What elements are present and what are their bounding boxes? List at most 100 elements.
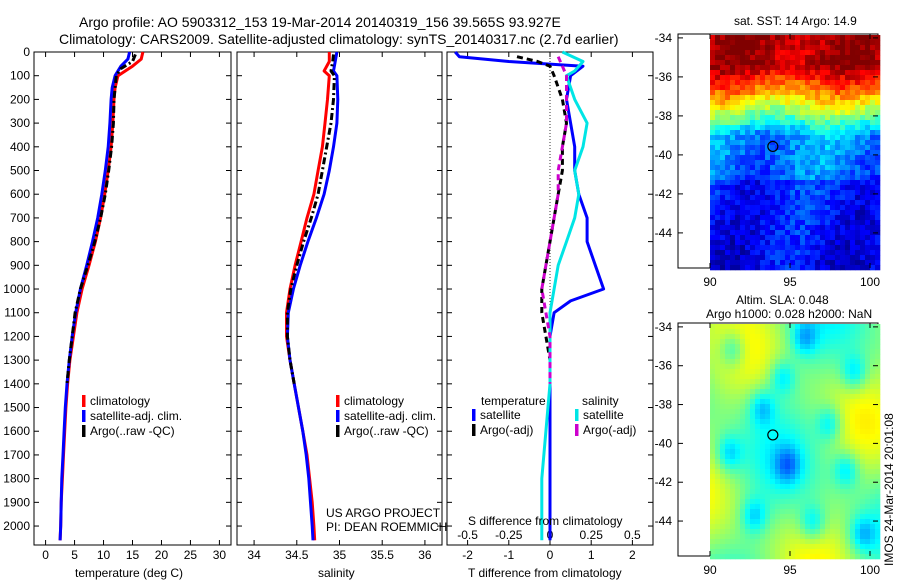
map-cell	[730, 215, 736, 221]
map-cell	[720, 344, 726, 350]
legend-swatch	[336, 410, 340, 422]
map-cell	[730, 160, 736, 166]
map-cell	[845, 509, 851, 515]
map-cell	[725, 329, 731, 335]
map-cell	[825, 399, 831, 405]
map-cell	[720, 529, 726, 535]
map-cell	[710, 354, 716, 360]
map-cell	[820, 260, 826, 266]
map-cell	[840, 45, 846, 51]
map-cell	[850, 394, 856, 400]
map-cell	[830, 504, 836, 510]
map-cell	[800, 404, 806, 410]
x-tick-label: 0	[547, 548, 554, 562]
map-cell	[800, 469, 806, 475]
map-cell	[795, 504, 801, 510]
map-cell	[710, 50, 716, 56]
map-cell	[765, 110, 771, 116]
map-cell	[830, 329, 836, 335]
header-line2: Climatology: CARS2009. Satellite-adjuste…	[59, 31, 619, 47]
map-cell	[825, 464, 831, 470]
map-cell	[875, 140, 881, 146]
map-cell	[845, 334, 851, 340]
map-cell	[715, 215, 721, 221]
map-cell	[800, 344, 806, 350]
map-cell	[765, 524, 771, 530]
map-cell	[785, 80, 791, 86]
map-cell	[860, 235, 866, 241]
map-cell	[750, 459, 756, 465]
map-cell	[740, 519, 746, 525]
map-cell	[790, 454, 796, 460]
map-cell	[710, 190, 716, 196]
map-cell	[770, 404, 776, 410]
map-cell	[845, 439, 851, 445]
map-cell	[825, 484, 831, 490]
map-cell	[830, 75, 836, 81]
map-cell	[860, 344, 866, 350]
map-cell	[725, 170, 731, 176]
map-cell	[770, 215, 776, 221]
map-cell	[750, 170, 756, 176]
map-cell	[795, 65, 801, 71]
map-cell	[720, 534, 726, 540]
map-cell	[710, 240, 716, 246]
map-cell	[865, 349, 871, 355]
map-cell	[825, 175, 831, 181]
map-cell	[815, 100, 821, 106]
map-cell	[740, 130, 746, 136]
map-cell	[850, 529, 856, 535]
map-cell	[795, 399, 801, 405]
map-cell	[710, 155, 716, 161]
map-cell	[735, 255, 741, 261]
map-cell	[755, 489, 761, 495]
map-cell	[845, 479, 851, 485]
map-cell	[805, 180, 811, 186]
map-cell	[825, 180, 831, 186]
map-cell	[760, 469, 766, 475]
map-cell	[790, 220, 796, 226]
map-cell	[740, 165, 746, 171]
map-cell	[855, 514, 861, 520]
map-cell	[805, 434, 811, 440]
map-cell	[860, 35, 866, 41]
map-cell	[820, 205, 826, 211]
map-cell	[810, 539, 816, 545]
map-cell	[750, 344, 756, 350]
map-cell	[730, 235, 736, 241]
map-cell	[800, 489, 806, 495]
map-cell	[745, 90, 751, 96]
map-cell	[770, 464, 776, 470]
map-cell	[710, 230, 716, 236]
map-cell	[750, 439, 756, 445]
map-cell	[855, 344, 861, 350]
map-cell	[780, 95, 786, 101]
map-cell	[740, 135, 746, 141]
map-cell	[760, 344, 766, 350]
map-cell	[745, 499, 751, 505]
map-cell	[795, 499, 801, 505]
map-cell	[795, 160, 801, 166]
map-cell	[755, 140, 761, 146]
map-cell	[785, 339, 791, 345]
map-cell	[845, 324, 851, 330]
map-cell	[765, 225, 771, 231]
legend-group-temperature: temperature	[481, 394, 546, 408]
map-cell	[785, 384, 791, 390]
map-cell	[825, 155, 831, 161]
map-cell	[820, 50, 826, 56]
map-cell	[835, 120, 841, 126]
map-cell	[750, 180, 756, 186]
map-cell	[810, 549, 816, 555]
map-cell	[720, 255, 726, 261]
map-cell	[785, 409, 791, 415]
map-cell	[835, 195, 841, 201]
map-cell	[750, 409, 756, 415]
map-cell	[765, 135, 771, 141]
map-cell	[810, 245, 816, 251]
map-cell	[855, 175, 861, 181]
map-cell	[860, 414, 866, 420]
map-cell	[720, 240, 726, 246]
map-cell	[825, 344, 831, 350]
map-cell	[840, 439, 846, 445]
